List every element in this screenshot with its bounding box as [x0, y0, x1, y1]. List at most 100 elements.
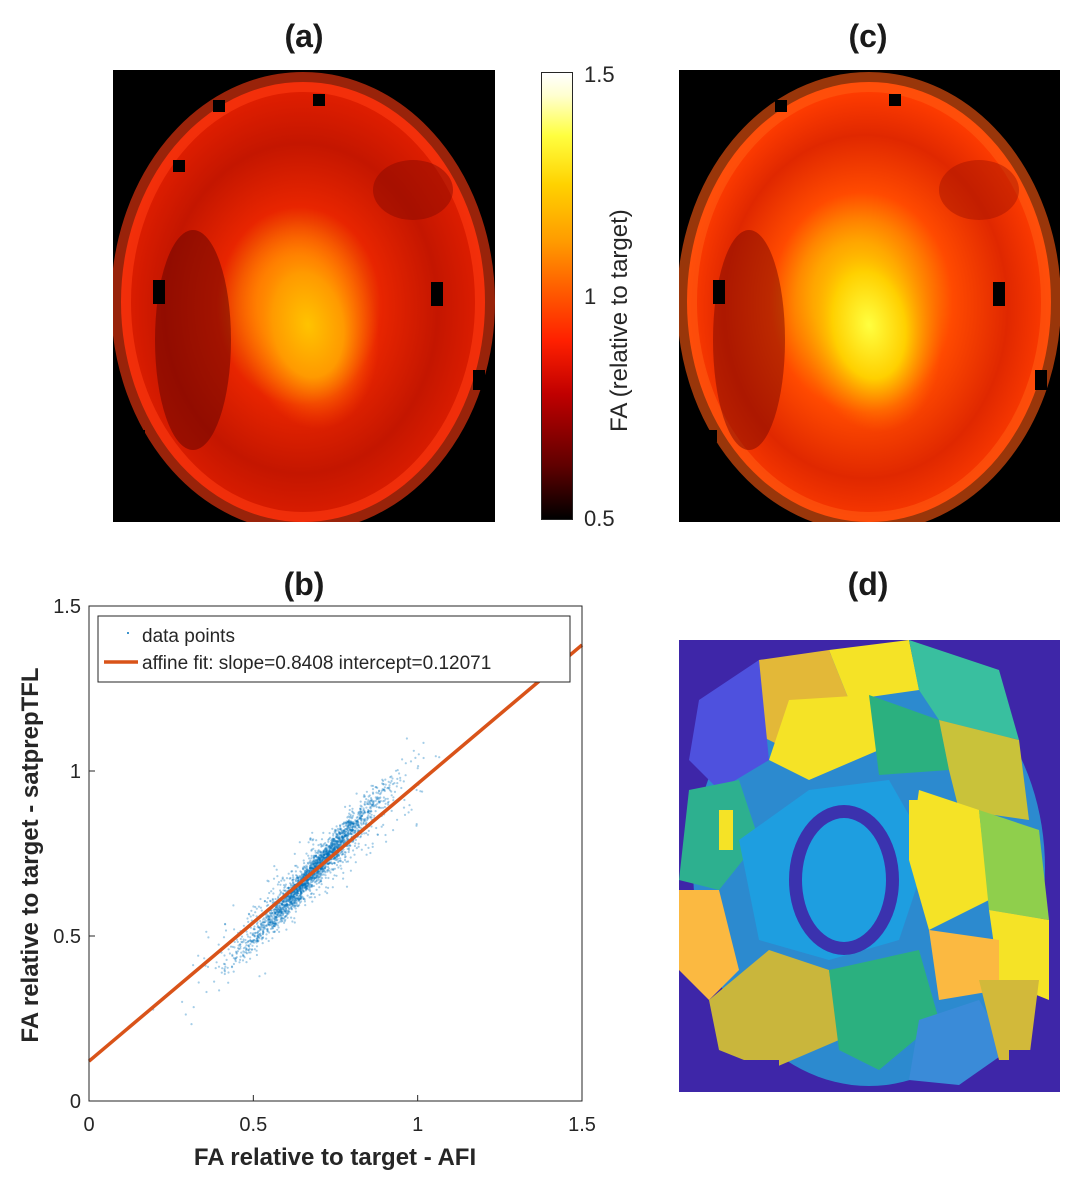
- scatter-point: [330, 845, 333, 848]
- scatter-point: [269, 912, 272, 915]
- scatter-point: [317, 857, 320, 860]
- scatter-point: [319, 868, 322, 871]
- scatter-point: [298, 897, 301, 901]
- scatter-point: [291, 897, 294, 901]
- scatter-point: [317, 852, 320, 855]
- scatter-point: [349, 813, 352, 816]
- scatter-point: [287, 896, 291, 899]
- scatter-point: [284, 897, 287, 901]
- scatter-point: [354, 822, 357, 825]
- scatter-point: [327, 869, 330, 872]
- scatter-point: [335, 825, 338, 828]
- scatter-point: [384, 783, 387, 786]
- scatter-point: [321, 852, 324, 855]
- scatter-point: [309, 878, 312, 881]
- scatter-point: [321, 859, 324, 862]
- scatter-point: [307, 878, 310, 881]
- scatter-point: [336, 855, 339, 858]
- scatter-point: [269, 921, 272, 924]
- scatter-point: [353, 822, 356, 825]
- scatter-point: [320, 872, 323, 875]
- scatter-point: [322, 852, 325, 855]
- scatter-point: [355, 827, 358, 830]
- panel-title-c: (c): [848, 18, 888, 54]
- scatter-point: [314, 860, 317, 863]
- scatter-point: [324, 847, 327, 850]
- scatter-point: [365, 806, 368, 809]
- scatter-point: [342, 822, 345, 825]
- scatter-point: [304, 886, 307, 889]
- scatter-point: [240, 940, 243, 944]
- scatter-point: [318, 860, 322, 863]
- scatter-point: [300, 873, 303, 876]
- scatter-point: [306, 886, 309, 889]
- scatter-point: [336, 834, 339, 837]
- scatter-point: [262, 921, 265, 924]
- scatter-point: [317, 856, 320, 860]
- scatter-point: [316, 876, 319, 879]
- scatter-point: [280, 910, 283, 913]
- scatter-point: [286, 900, 289, 903]
- scatter-point: [327, 840, 330, 843]
- scatter-point: [392, 829, 395, 832]
- scatter-point: [269, 918, 272, 921]
- scatter-point: [313, 876, 316, 879]
- y-axis-label: FA relative to target - satprepTFL: [17, 667, 44, 1042]
- scatter-point: [322, 843, 325, 846]
- scatter-point: [285, 900, 288, 903]
- scatter-point: [257, 935, 260, 939]
- scatter-point: [356, 818, 359, 822]
- scatter-point: [298, 888, 301, 891]
- scatter-point: [354, 819, 357, 822]
- scatter-point: [273, 917, 276, 921]
- scatter-point: [315, 878, 318, 882]
- scatter-point: [328, 845, 331, 848]
- scatter-point: [255, 949, 258, 952]
- scatter-point: [375, 805, 378, 809]
- scatter-point: [346, 835, 349, 838]
- scatter-point: [311, 877, 314, 880]
- scatter-point: [253, 934, 256, 937]
- scatter-point: [305, 871, 308, 874]
- scatter-point: [322, 857, 325, 860]
- scatter-point: [310, 848, 313, 851]
- scatter-point: [366, 802, 369, 806]
- scatter-point: [337, 839, 341, 842]
- scatter-point: [321, 870, 324, 873]
- scatter-point: [309, 868, 313, 872]
- scatter-point: [404, 762, 407, 765]
- scatter-point: [325, 856, 328, 859]
- scatter-point: [230, 965, 234, 968]
- scatter-point: [276, 909, 279, 913]
- scatter-point: [276, 913, 279, 916]
- scatter-point: [261, 920, 264, 924]
- scatter-point: [326, 892, 329, 895]
- scatter-point: [315, 860, 318, 863]
- scatter-point: [273, 930, 276, 934]
- scatter-point: [344, 828, 347, 831]
- scatter-point: [326, 854, 329, 857]
- scatter-point: [347, 824, 350, 828]
- scatter-point: [251, 939, 254, 942]
- scatter-point: [304, 885, 307, 888]
- scatter-point: [223, 963, 227, 966]
- scatter-point: [357, 829, 360, 832]
- scatter-point: [254, 905, 257, 909]
- scatter-point: [261, 932, 264, 935]
- scatter-point: [341, 861, 344, 864]
- scatter-point: [391, 777, 394, 780]
- scatter-point: [224, 923, 227, 926]
- scatter-point: [296, 892, 300, 895]
- scatter-point: [299, 897, 302, 900]
- scatter-point: [334, 844, 337, 847]
- scatter-point: [318, 850, 321, 853]
- scatter-point: [371, 791, 375, 794]
- scatter-point: [340, 831, 343, 834]
- scatter-point: [302, 875, 305, 878]
- scatter-point: [338, 836, 341, 839]
- scatter-point: [292, 895, 295, 898]
- scatter-point: [303, 900, 306, 903]
- scatter-point: [266, 928, 269, 931]
- scatter-point: [308, 869, 311, 873]
- scatter-point: [293, 898, 296, 901]
